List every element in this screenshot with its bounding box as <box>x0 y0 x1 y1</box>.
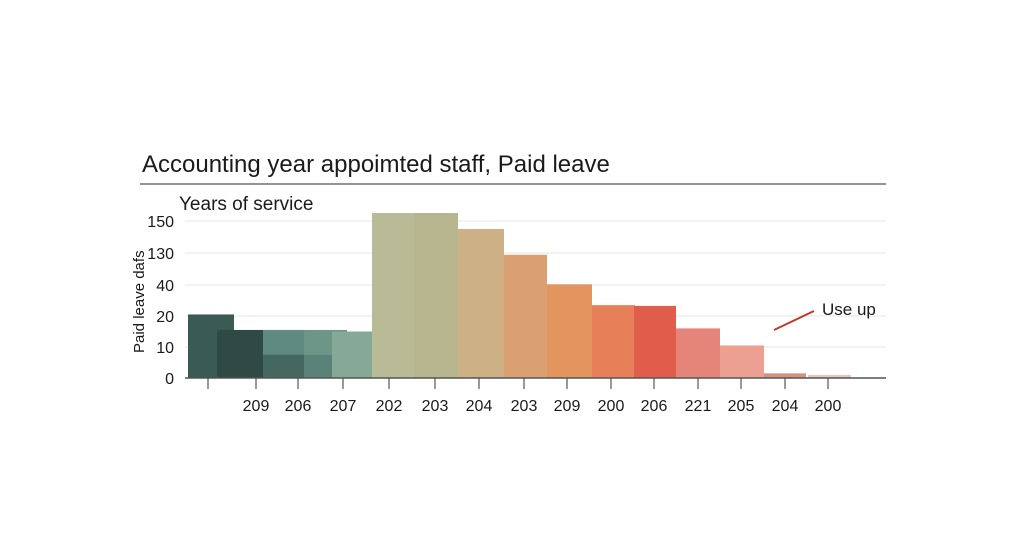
x-tick-label: 206 <box>641 398 668 415</box>
x-tick-label: 209 <box>243 398 270 415</box>
y-tick-label: 10 <box>156 340 174 357</box>
bar <box>592 305 635 378</box>
y-tick-label: 0 <box>165 371 174 388</box>
bar <box>414 213 458 378</box>
bars <box>188 213 851 378</box>
x-tick-label: 206 <box>285 398 312 415</box>
bar <box>634 305 676 378</box>
x-tick-label: 204 <box>466 398 493 415</box>
y-tick-label: 150 <box>147 214 174 231</box>
x-tick-label: 205 <box>728 398 755 415</box>
x-tick-label: 221 <box>685 398 712 415</box>
bar <box>504 254 547 378</box>
annotation-line <box>773 310 815 331</box>
bar <box>808 374 851 378</box>
x-tick-label: 204 <box>772 398 799 415</box>
bar <box>263 354 304 378</box>
annotation-text: Use up <box>822 300 876 319</box>
bar <box>458 229 504 378</box>
chart-title: Accounting year appoimted staff, Paid le… <box>142 151 610 178</box>
y-axis-label: Paid leave dafs <box>131 250 148 353</box>
y-tick-label: 20 <box>156 309 174 326</box>
bar <box>332 331 375 378</box>
chart-subtitle: Years of service <box>179 194 313 215</box>
x-tick-label: 200 <box>598 398 625 415</box>
x-tick-label: 202 <box>376 398 403 415</box>
bar <box>217 329 263 378</box>
x-tick-label: 203 <box>422 398 449 415</box>
y-axis-ticks: 0 10 20 40 130 150 <box>147 214 174 388</box>
x-tick-label: 203 <box>511 398 538 415</box>
y-tick-label: 130 <box>147 246 174 263</box>
y-tick-label: 40 <box>156 278 174 295</box>
x-tick-label: 200 <box>815 398 842 415</box>
x-tick-label: 209 <box>554 398 581 415</box>
bar <box>547 284 592 378</box>
bar <box>720 345 764 378</box>
bar <box>764 373 806 378</box>
x-axis-ticks: 209 206 207 202 203 204 203 209 200 206 221 205 204 2… <box>207 378 842 415</box>
x-tick-label: 207 <box>330 398 357 415</box>
bar <box>676 328 720 378</box>
